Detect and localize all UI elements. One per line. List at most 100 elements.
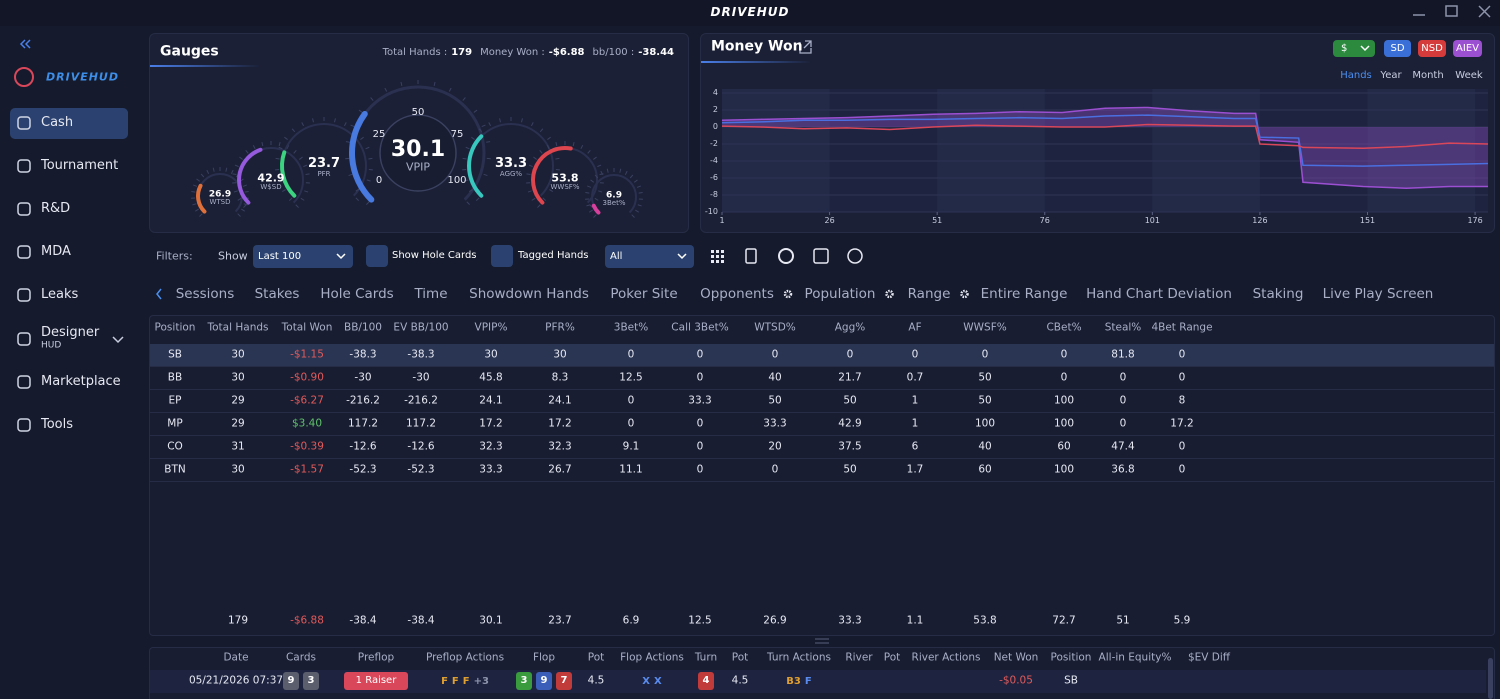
table-cell: 30 xyxy=(231,371,245,384)
table-row[interactable] xyxy=(150,390,1494,413)
table-row[interactable] xyxy=(150,436,1494,459)
tab[interactable]: Stakes xyxy=(254,285,300,302)
splitter-handle xyxy=(815,638,829,644)
table-cell: -$1.57 xyxy=(290,463,324,476)
total-cell: 5.9 xyxy=(1173,614,1191,627)
gauge-tick xyxy=(636,185,641,188)
tab[interactable]: Opponents xyxy=(700,285,774,302)
grid-icon-dot xyxy=(711,250,714,253)
gauge-scale-label: 75 xyxy=(450,129,464,140)
table-cell: 42.9 xyxy=(838,417,862,430)
table-cell: 17.2 xyxy=(479,417,503,430)
table-cell: 11.1 xyxy=(619,463,643,476)
title-bar xyxy=(0,0,1500,26)
table-cell: 0 xyxy=(696,440,704,453)
gauges-title: Gauges xyxy=(160,43,219,60)
gauge-tick xyxy=(542,197,547,202)
flop-pot: 4.5 xyxy=(587,674,605,687)
gauge-value-arc xyxy=(237,147,263,205)
column-header: Turn Actions xyxy=(767,651,831,664)
gauge-tick xyxy=(521,118,523,123)
total-cell: 23.7 xyxy=(548,614,572,627)
hand-position: SB xyxy=(1064,674,1078,687)
x-tick-label: 126 xyxy=(1252,216,1268,226)
show-select[interactable] xyxy=(253,245,353,268)
turn-pot: 4.5 xyxy=(731,674,749,687)
gauge-tick xyxy=(580,145,584,150)
period-tab[interactable]: Month xyxy=(1412,70,1444,81)
gauge-tick xyxy=(597,164,602,168)
tagged-hands-checkbox[interactable] xyxy=(491,245,513,267)
nav-item-sublabel: HUD xyxy=(41,340,62,351)
period-tab[interactable]: Year xyxy=(1380,70,1402,81)
nav-item-label[interactable]: Leaks xyxy=(41,287,79,303)
tab[interactable]: Hand Chart Deviation xyxy=(1086,285,1232,302)
column-header: AF xyxy=(908,321,922,334)
table-row[interactable] xyxy=(150,459,1494,482)
nav-item-label[interactable]: Designer xyxy=(41,325,100,341)
gauge-track xyxy=(591,174,637,214)
table-cell: 0 xyxy=(696,348,704,361)
gauge-tick xyxy=(291,128,296,133)
chart-toggle-label[interactable]: NSD xyxy=(1421,42,1443,54)
table-cell: 0 xyxy=(696,371,704,384)
chart-toggle-button[interactable] xyxy=(1418,40,1446,57)
table-cell: -38.3 xyxy=(349,348,377,361)
tab[interactable]: Population xyxy=(804,285,876,302)
column-header: Cards xyxy=(285,651,317,664)
tab[interactable]: Poker Site xyxy=(610,285,678,302)
gauge-label: WTSD xyxy=(209,197,231,206)
y-tick-label: 4 xyxy=(712,88,718,98)
table-row[interactable] xyxy=(150,367,1494,390)
chart-toggle-label[interactable]: AIEV xyxy=(1456,42,1479,54)
nav-item-label[interactable]: MDA xyxy=(41,244,71,260)
gauge-tick xyxy=(365,146,370,150)
gauge-tick xyxy=(586,204,591,207)
gauge-tick xyxy=(239,156,243,160)
area xyxy=(722,107,1488,189)
tab[interactable]: Showdown Hands xyxy=(469,285,589,302)
gauge-tick xyxy=(305,173,310,176)
tab[interactable]: Range xyxy=(907,285,951,302)
tab[interactable]: Hole Cards xyxy=(320,285,394,302)
table-row-selected[interactable] xyxy=(150,344,1494,367)
tag-select[interactable] xyxy=(605,245,694,268)
chart-toggle-button[interactable] xyxy=(1453,40,1482,57)
total-cell: 30.1 xyxy=(479,614,503,627)
table-icon xyxy=(813,248,829,264)
chart-toggle-label[interactable]: $ xyxy=(1341,42,1348,54)
nav-item-label[interactable]: R&D xyxy=(41,201,71,217)
table-cell: 60 xyxy=(1057,440,1071,453)
tab[interactable]: Time xyxy=(414,285,448,302)
table-cell: 1 xyxy=(911,394,919,407)
nav-item-label[interactable]: Cash xyxy=(41,115,74,131)
column-header: Agg% xyxy=(834,321,866,334)
hand-row[interactable] xyxy=(150,670,1486,693)
nav-item-label[interactable]: Tournament xyxy=(41,158,119,174)
column-header: EV BB/100 xyxy=(393,321,449,334)
tag-select-value[interactable]: All xyxy=(610,250,623,262)
card-rank: 4 xyxy=(702,675,710,686)
chart-toggle-button[interactable] xyxy=(1384,40,1411,57)
hole-cards-checkbox[interactable] xyxy=(366,245,388,267)
nav-item-label[interactable]: Tools xyxy=(41,417,74,433)
period-tab[interactable]: Hands xyxy=(1340,70,1372,81)
chart-toggle-button[interactable] xyxy=(1333,40,1375,57)
tab[interactable]: Staking xyxy=(1252,285,1304,302)
table-cell: -12.6 xyxy=(349,440,377,453)
tab[interactable]: Live Play Screen xyxy=(1322,285,1434,302)
show-select-value[interactable]: Last 100 xyxy=(258,250,302,262)
period-tab[interactable]: Week xyxy=(1455,70,1483,81)
nav-item-label[interactable]: Marketplace xyxy=(41,374,121,390)
gauge-value-arc xyxy=(531,146,573,205)
table-cell: 17.2 xyxy=(548,417,572,430)
table-cell: 0 xyxy=(911,348,919,361)
table-row[interactable] xyxy=(150,413,1494,436)
nav-icon xyxy=(17,332,31,346)
gauge-tick xyxy=(384,87,388,92)
tab[interactable]: Entire Range xyxy=(980,285,1068,302)
table-cell: 0 xyxy=(771,348,779,361)
gauge-tick xyxy=(244,190,249,193)
chart-toggle-label[interactable]: SD xyxy=(1390,42,1405,54)
tab[interactable]: Sessions xyxy=(175,285,235,302)
